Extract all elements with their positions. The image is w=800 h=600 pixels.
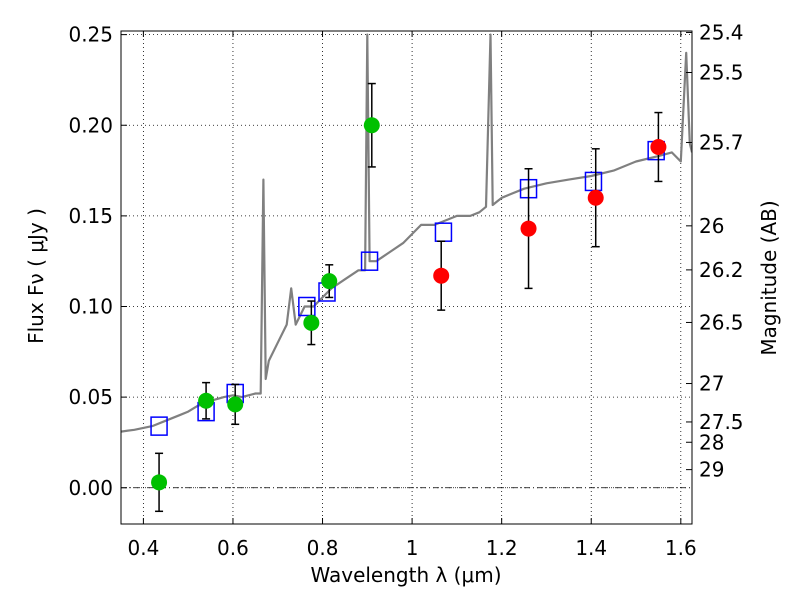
x-tick-label: 1.2 — [486, 536, 518, 560]
photometry-point — [227, 396, 244, 413]
photometry-point — [433, 267, 450, 284]
y-tick-label: 0.20 — [68, 113, 113, 137]
model-photometry-square — [360, 251, 379, 271]
mag-tick-label: 25.4 — [699, 20, 744, 44]
mag-tick-label: 25.5 — [699, 61, 744, 85]
y-tick-label: 0.15 — [68, 204, 113, 228]
photometry-point — [650, 139, 667, 155]
plot-frame — [120, 30, 693, 525]
photometry-point — [303, 314, 320, 331]
axes: 0.4 0.6 0.8 1 1.2 1.4 1.6 0.00 0.05 0.10 0.15 0.20 0… — [68, 20, 743, 560]
model-photometry-square — [150, 416, 168, 436]
y2-axis-label: Magnitude (AB) — [757, 200, 781, 355]
x-tick-label: 0.4 — [127, 536, 159, 560]
y-axis-label: Flux Fν ( μJy ) — [24, 208, 48, 344]
model-photometry-square — [298, 296, 316, 317]
mag-tick-label: 26.2 — [699, 258, 744, 282]
photometry-point — [520, 220, 537, 237]
photometry-point — [587, 189, 604, 206]
mag-tick-label: 26.5 — [699, 310, 744, 334]
mag-tick-label: 26 — [699, 214, 724, 238]
x-tick-label: 1.6 — [665, 536, 697, 560]
y-tick-label: 0.10 — [68, 295, 113, 319]
x-axis-label: Wavelength λ (μm) — [310, 563, 501, 587]
mag-tick-label: 27.5 — [699, 410, 744, 434]
x-tick-label: 0.6 — [217, 536, 249, 560]
mag-tick-label: 25.7 — [699, 130, 744, 154]
mag-tick-label: 29 — [699, 458, 724, 482]
x-tick-label: 1.4 — [575, 536, 607, 560]
grid-lines — [121, 31, 692, 524]
plot-area — [121, 33, 692, 513]
y-tick-label: 0.25 — [68, 23, 113, 47]
y-tick-label: 0.05 — [68, 385, 113, 409]
photometry-point — [198, 392, 215, 409]
model-photometry-square — [434, 222, 453, 242]
photometry-point — [321, 273, 338, 290]
x-tick-label: 0.8 — [307, 536, 339, 560]
mag-tick-label: 28 — [699, 430, 724, 454]
y-tick-label: 0.00 — [68, 476, 113, 500]
photometry-point — [151, 474, 168, 491]
photometry-point — [363, 117, 380, 134]
model-spectrum-line — [121, 33, 692, 433]
mag-tick-label: 27 — [699, 372, 724, 396]
x-tick-label: 1 — [406, 536, 419, 560]
